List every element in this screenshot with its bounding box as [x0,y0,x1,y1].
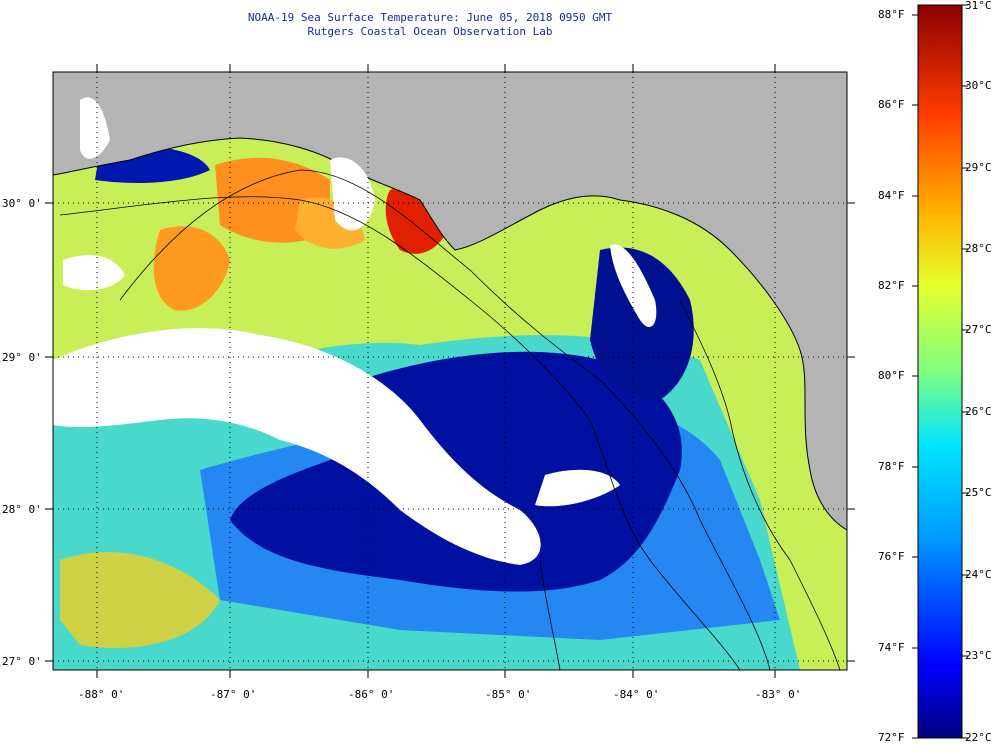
latitude-label-28: 28° 0' [2,503,42,516]
latitude-label-27: 27° 0' [2,655,42,668]
warm-patch-south [60,552,220,648]
colorbar [912,4,968,739]
isobath-deep [539,559,561,671]
colorbar-label-74f: 74°F [878,641,905,654]
colorbar-ticks [912,4,968,739]
map-title: NOAA-19 Sea Surface Temperature: June 05… [247,11,613,24]
latitude-label-29: 29° 0' [2,351,42,364]
colorbar-scale [917,4,963,739]
cloud-mask-northwest [80,97,110,159]
colorbar-label-86f: 86°F [878,98,905,111]
colorbar-label-22c: 22°C [965,731,992,744]
longitude-label-83: -83° 0' [755,688,802,701]
longitude-label-87: -87° 0' [210,688,257,701]
shelf-cold-patch [590,247,694,400]
colorbar-label-24c: 24°C [965,568,992,581]
cloud-mask-west [63,255,125,291]
warm-patch-west [153,226,230,311]
latitude-label-30: 30° 0' [2,197,42,210]
colorbar-label-25c: 25°C [965,486,992,499]
colorbar-label-84f: 84°F [878,189,905,202]
isobath-shelf [59,196,741,671]
isobath-florida-shelf [679,299,841,671]
coastline [52,137,848,531]
land-mass [53,72,847,530]
colorbar-label-72f: 72°F [878,731,905,744]
colorbar-label-78f: 78°F [878,460,905,473]
colorbar-label-88f: 88°F [878,8,905,21]
colorbar-label-31c: 31°C [965,0,992,12]
colorbar-label-28c: 28°C [965,242,992,255]
longitude-label-84: -84° 0' [613,688,660,701]
cloud-mask-panhandle [330,157,375,231]
colorbar-label-80f: 80°F [878,369,905,382]
longitude-label-88: -88° 0' [78,688,125,701]
colorbar-label-26c: 26°C [965,405,992,418]
cloud-mask-central [53,328,541,565]
map-frame [52,71,848,671]
axis-ticks [45,64,855,678]
colorbar-label-30c: 30°C [965,79,992,92]
colorbar-label-27c: 27°C [965,323,992,336]
colorbar-label-29c: 29°C [965,161,992,174]
longitude-label-86: -86° 0' [348,688,395,701]
colorbar-label-82f: 82°F [878,279,905,292]
longitude-label-85: -85° 0' [485,688,532,701]
colorbar-label-76f: 76°F [878,550,905,563]
cloud-mask-bigbend [610,244,657,328]
map-subtitle: Rutgers Coastal Ocean Observation Lab [307,25,553,38]
cloud-mask-southeast [535,469,620,507]
map-panel [45,64,855,678]
isobath-slope [119,169,771,671]
colorbar-label-23c: 23°C [965,649,992,662]
